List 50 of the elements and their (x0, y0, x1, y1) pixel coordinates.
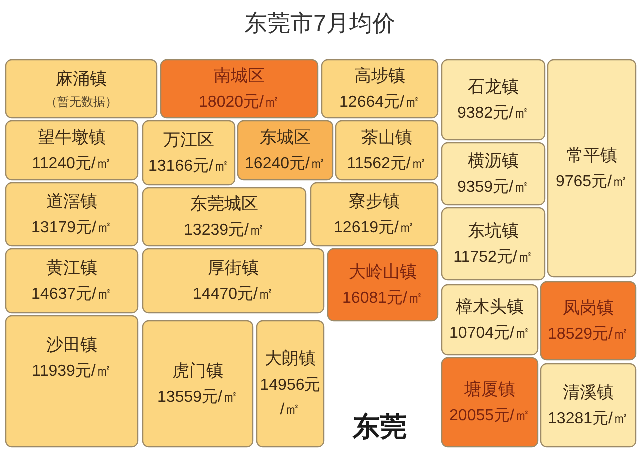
data-label: 16081元/㎡ (342, 290, 424, 308)
category-label: 塘厦镇 (464, 380, 516, 400)
category-label: 虎门镇 (172, 362, 224, 381)
data-label: 9382元/㎡ (457, 105, 530, 122)
data-label: 11939元/㎡ (32, 363, 112, 380)
data-label: 16240元/㎡ (245, 156, 326, 173)
category-label: 黄江镇 (46, 258, 98, 278)
data-label: 14956元/㎡ (260, 376, 321, 419)
data-label: 18529元/㎡ (548, 326, 629, 344)
data-label: 13281元/㎡ (548, 410, 629, 428)
data-label: 13239元/㎡ (184, 222, 265, 240)
data-label: 13166元/㎡ (148, 158, 230, 176)
data-label: 10704元/㎡ (450, 325, 530, 342)
data-label: 18020元/㎡ (199, 94, 280, 112)
data-label: （暂无数据） (46, 95, 118, 110)
category-label: 沙田镇 (46, 336, 98, 355)
category-label: 东城区 (260, 128, 311, 148)
data-label: 11240元/㎡ (32, 156, 112, 173)
category-label: 石龙镇 (468, 78, 519, 97)
category-label: 万江区 (164, 130, 214, 150)
category-label: 大岭山镇 (349, 262, 417, 282)
data-label: 13179元/㎡ (32, 220, 112, 237)
category-label: 麻涌镇 (56, 70, 107, 89)
data-label: 12619元/㎡ (334, 220, 415, 237)
data-label: 12664元/㎡ (340, 94, 420, 112)
data-label: 11562元/㎡ (347, 156, 427, 173)
category-label: 高埗镇 (354, 66, 406, 86)
category-label: 东坑镇 (468, 222, 519, 241)
category-label: 大朗镇 (265, 349, 316, 368)
category-label: 厚街镇 (208, 258, 259, 278)
category-label: 寮步镇 (349, 192, 400, 212)
data-label: 11752元/㎡ (454, 249, 534, 266)
text: 东莞市7月均价 (244, 10, 396, 36)
data-label: 13559元/㎡ (158, 389, 238, 406)
data-label: 20055元/㎡ (450, 408, 530, 425)
category-label: 横沥镇 (468, 152, 519, 171)
data-label: 14637元/㎡ (32, 286, 112, 304)
data-label: 14470元/㎡ (193, 286, 274, 304)
category-label: 道滘镇 (46, 192, 98, 212)
category-label: 东莞城区 (190, 194, 258, 214)
category-label: 南城区 (214, 66, 265, 86)
data-label: 9765元/㎡ (556, 174, 628, 191)
text: 东莞 (352, 412, 407, 442)
category-label: 望牛墩镇 (38, 128, 106, 148)
category-label: 凤岗镇 (563, 298, 614, 318)
category-label: 樟木头镇 (455, 298, 524, 317)
category-label: 清溪镇 (563, 383, 614, 402)
data-label: 9359元/㎡ (457, 179, 530, 196)
category-label: 茶山镇 (362, 128, 412, 148)
category-label: 常平镇 (566, 146, 618, 166)
